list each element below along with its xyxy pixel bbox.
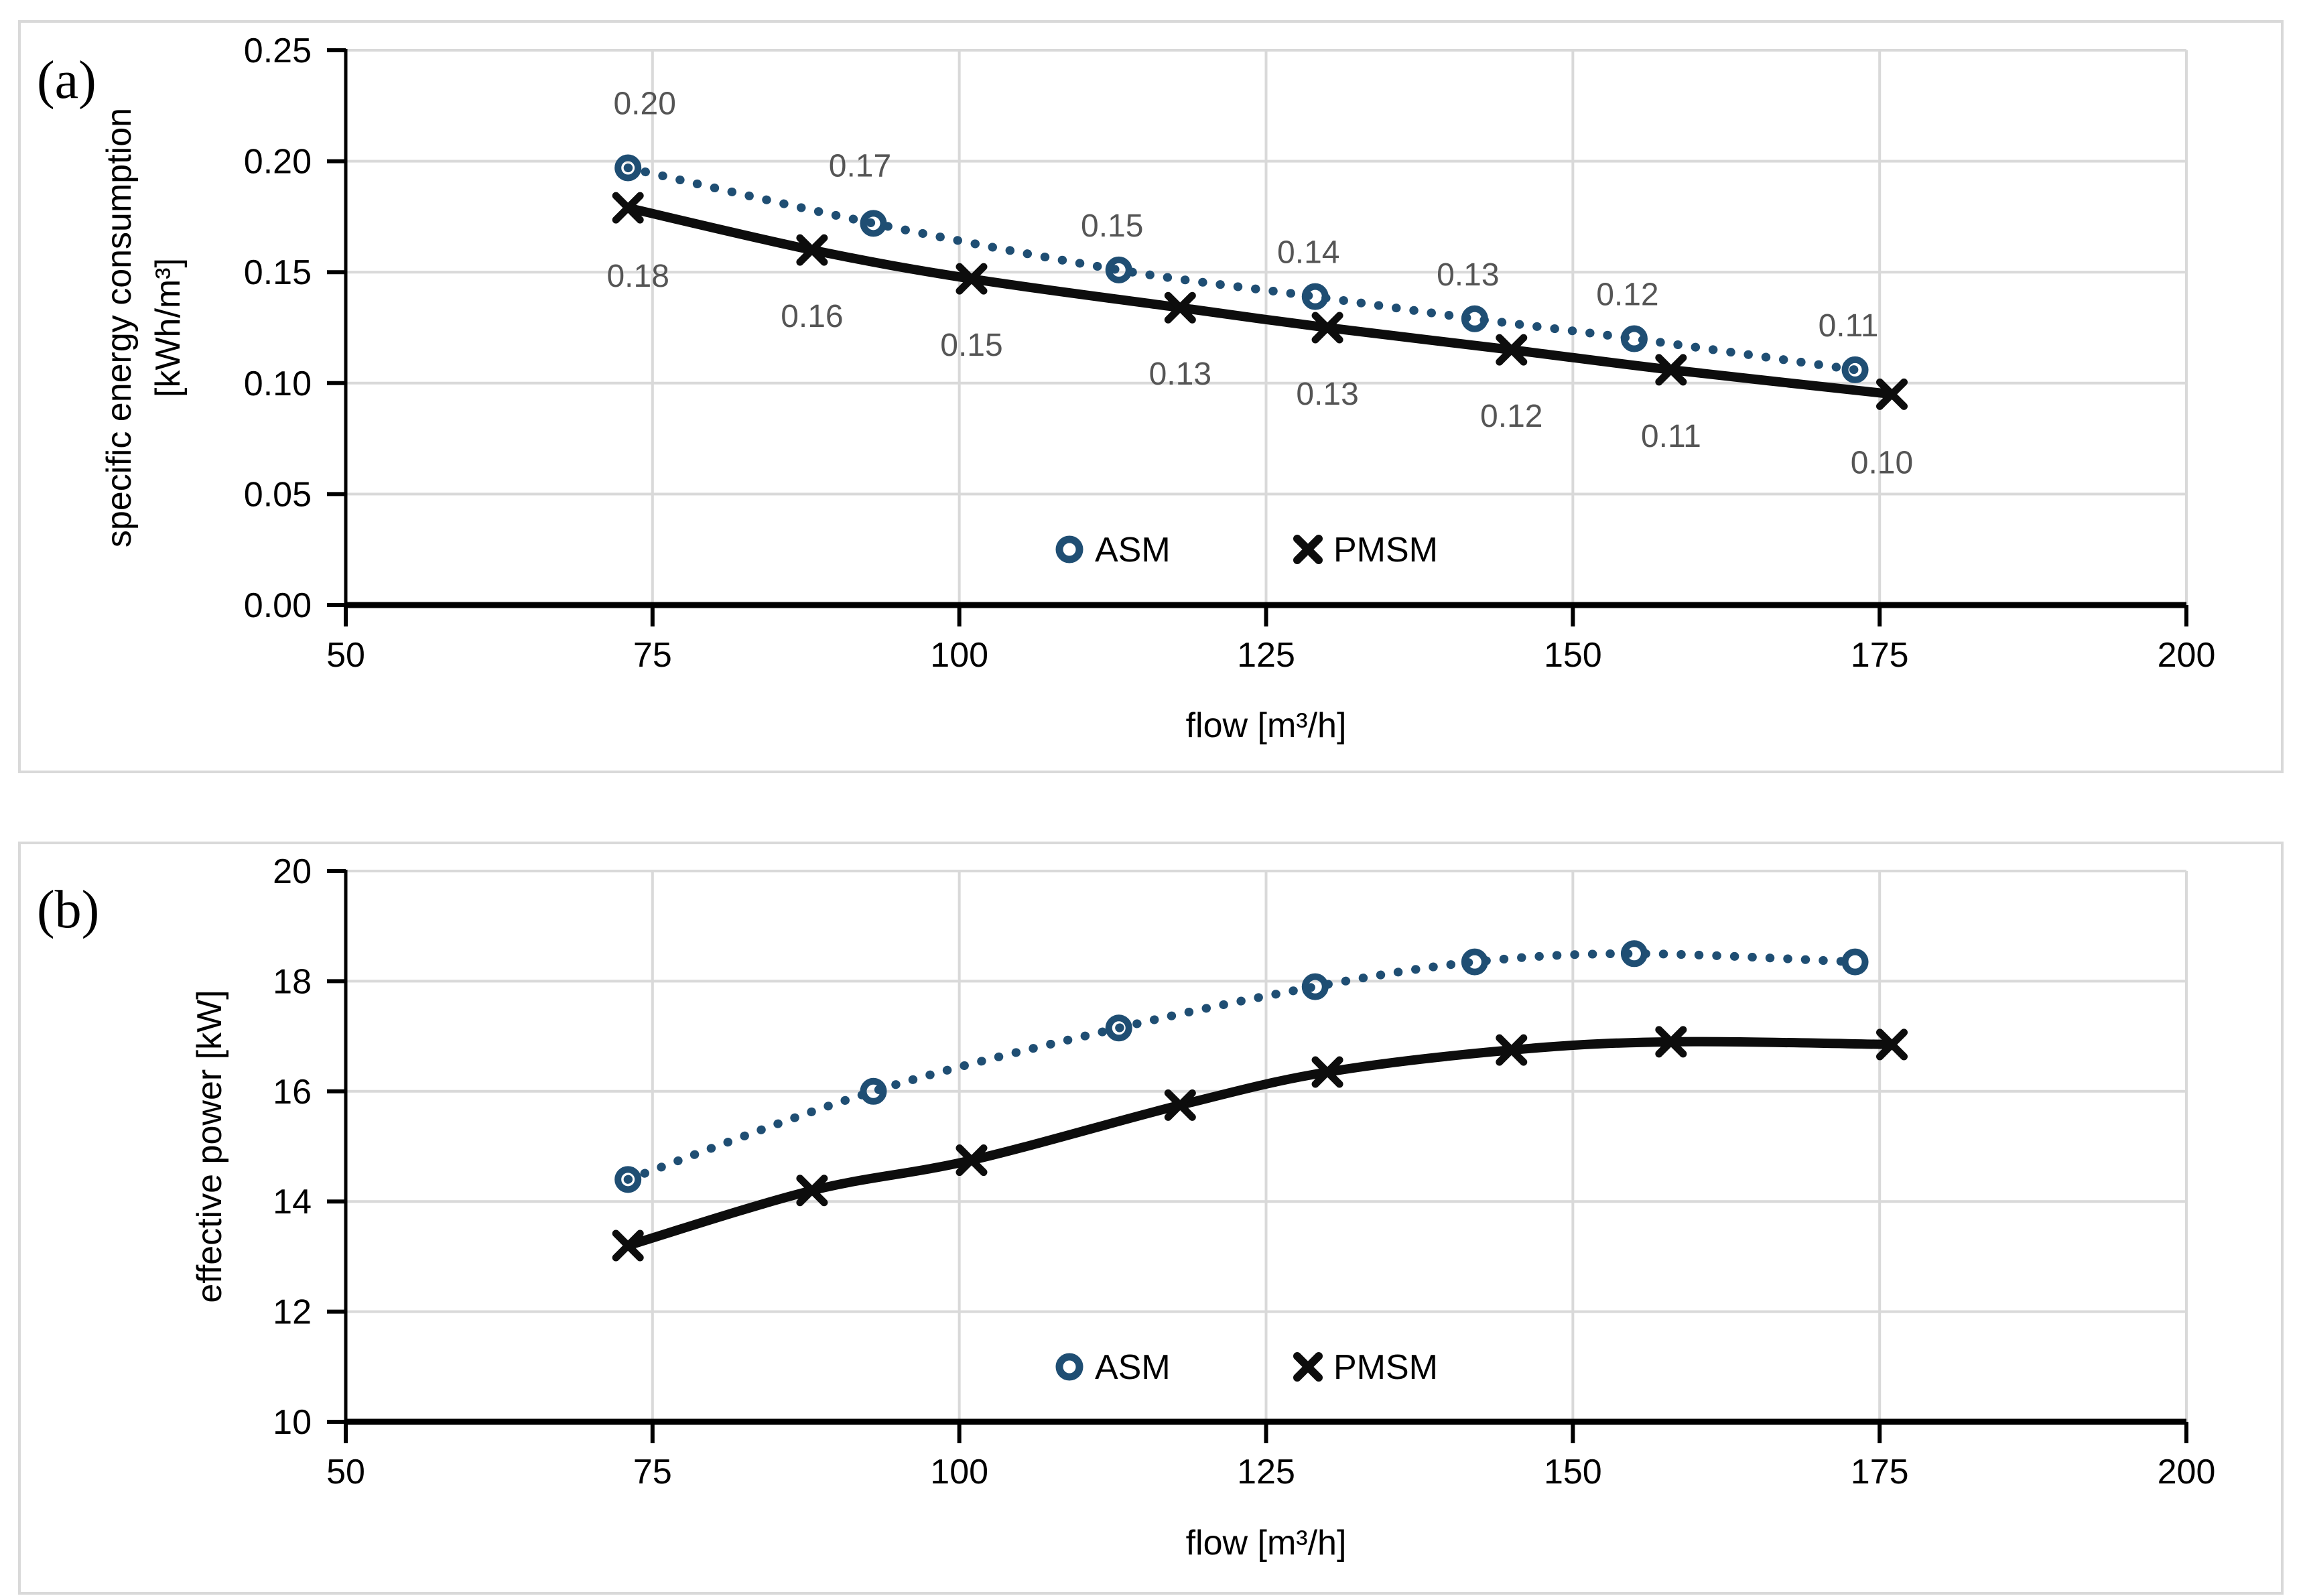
- panel-label-a: (a): [37, 51, 96, 110]
- x-tick-label: 175: [1851, 1453, 1909, 1491]
- x-tick-label: 50: [326, 1453, 365, 1491]
- asm-marker: [1841, 948, 1869, 976]
- asm-marker: [1841, 356, 1869, 383]
- x-tick-label: 175: [1851, 636, 1909, 675]
- y-tick-label: 0.05: [244, 475, 312, 514]
- y-tick-label: 0.20: [244, 143, 312, 182]
- legend-pmsm-label: PMSM: [1333, 1348, 1438, 1387]
- data-label: 0.12: [1480, 399, 1542, 434]
- asm-marker: [614, 1166, 642, 1193]
- asm-trendline: [623, 949, 1860, 1184]
- data-label: 0.12: [1596, 277, 1658, 313]
- x-tick-label: 200: [2158, 636, 2216, 675]
- y-axis-title: effective power [kW]: [190, 990, 229, 1303]
- pmsm-marker: [612, 1229, 644, 1262]
- data-label: 0.11: [1641, 419, 1701, 454]
- pmsm-marker: [1876, 1028, 1908, 1061]
- legend-asm-marker: [1055, 535, 1083, 563]
- y-tick-label: 20: [273, 852, 312, 891]
- data-label: 0.17: [829, 148, 891, 184]
- y-tick-label: 0.15: [244, 253, 312, 292]
- data-label: 0.13: [1149, 356, 1211, 392]
- legend-asm-marker: [1055, 1353, 1083, 1381]
- x-tick-label: 150: [1544, 1453, 1602, 1491]
- y-axis-title: specific energy consumption: [100, 108, 139, 547]
- asm-marker: [1105, 1014, 1132, 1042]
- pmsm-trendline: [623, 1037, 1897, 1250]
- legend-asm-label: ASM: [1095, 531, 1171, 570]
- pmsm-marker: [1164, 1089, 1196, 1121]
- y-tick-label: 0.25: [244, 31, 312, 70]
- data-label: 0.14: [1277, 235, 1339, 271]
- panel-label-b: (b): [37, 880, 100, 939]
- asm-marker: [860, 210, 887, 237]
- x-tick-label: 200: [2158, 1453, 2216, 1491]
- data-label: 0.20: [613, 86, 675, 122]
- data-label: 0.15: [1081, 208, 1143, 244]
- asm-trendline: [623, 163, 1860, 375]
- data-label: 0.13: [1296, 377, 1358, 412]
- data-label: 0.15: [940, 328, 1002, 363]
- y-tick-label: 0.10: [244, 364, 312, 403]
- x-tick-label: 75: [633, 1453, 672, 1491]
- asm-marker: [1105, 256, 1132, 283]
- asm-marker: [1620, 940, 1648, 968]
- legend-pmsm-label: PMSM: [1333, 531, 1438, 570]
- asm-marker: [1461, 305, 1488, 332]
- pmsm-marker: [1496, 1034, 1528, 1066]
- pmsm-marker: [612, 192, 644, 224]
- pmsm-marker: [956, 263, 988, 295]
- data-label: 0.13: [1437, 257, 1499, 293]
- data-label: 0.18: [606, 259, 669, 294]
- pmsm-marker: [1876, 378, 1908, 410]
- x-tick-label: 150: [1544, 636, 1602, 675]
- x-tick-label: 125: [1237, 636, 1295, 675]
- y-tick-label: 0.00: [244, 586, 312, 625]
- y-tick-label: 18: [273, 962, 312, 1001]
- pmsm-marker: [1655, 354, 1687, 386]
- pmsm-marker: [956, 1144, 988, 1177]
- legend-asm-label: ASM: [1095, 1348, 1171, 1387]
- legend-pmsm-marker: [1293, 1352, 1323, 1382]
- pmsm-marker: [1311, 1056, 1343, 1088]
- data-label: 0.10: [1851, 445, 1913, 480]
- asm-marker: [1461, 948, 1488, 976]
- data-label: 0.11: [1819, 308, 1879, 344]
- pmsm-marker: [796, 234, 828, 266]
- y-tick-label: 10: [273, 1403, 312, 1442]
- data-label: 0.16: [781, 299, 843, 334]
- chart-panel-a: [18, 20, 2284, 773]
- y-tick-label: 14: [273, 1183, 312, 1221]
- x-tick-label: 75: [633, 636, 672, 675]
- asm-marker: [860, 1077, 887, 1105]
- y-tick-label: 16: [273, 1073, 312, 1112]
- asm-marker: [1301, 973, 1329, 1000]
- x-axis-title: flow [m³/h]: [1186, 1524, 1347, 1562]
- pmsm-marker: [796, 1175, 828, 1207]
- pmsm-marker: [1655, 1026, 1687, 1058]
- legend-pmsm-marker: [1293, 535, 1323, 564]
- y-tick-label: 12: [273, 1293, 312, 1332]
- pmsm-marker: [1164, 291, 1196, 324]
- asm-marker: [1301, 283, 1329, 310]
- chart-panel-b: [18, 842, 2284, 1595]
- x-tick-label: 50: [326, 636, 365, 675]
- y-axis-title: [kWh/m³]: [149, 258, 188, 397]
- asm-marker: [614, 154, 642, 182]
- x-tick-label: 100: [930, 1453, 988, 1491]
- x-tick-label: 100: [930, 636, 988, 675]
- pmsm-marker: [1496, 334, 1528, 366]
- pmsm-marker: [1311, 312, 1343, 344]
- x-tick-label: 125: [1237, 1453, 1295, 1491]
- asm-marker: [1620, 325, 1648, 352]
- x-axis-title: flow [m³/h]: [1186, 706, 1347, 745]
